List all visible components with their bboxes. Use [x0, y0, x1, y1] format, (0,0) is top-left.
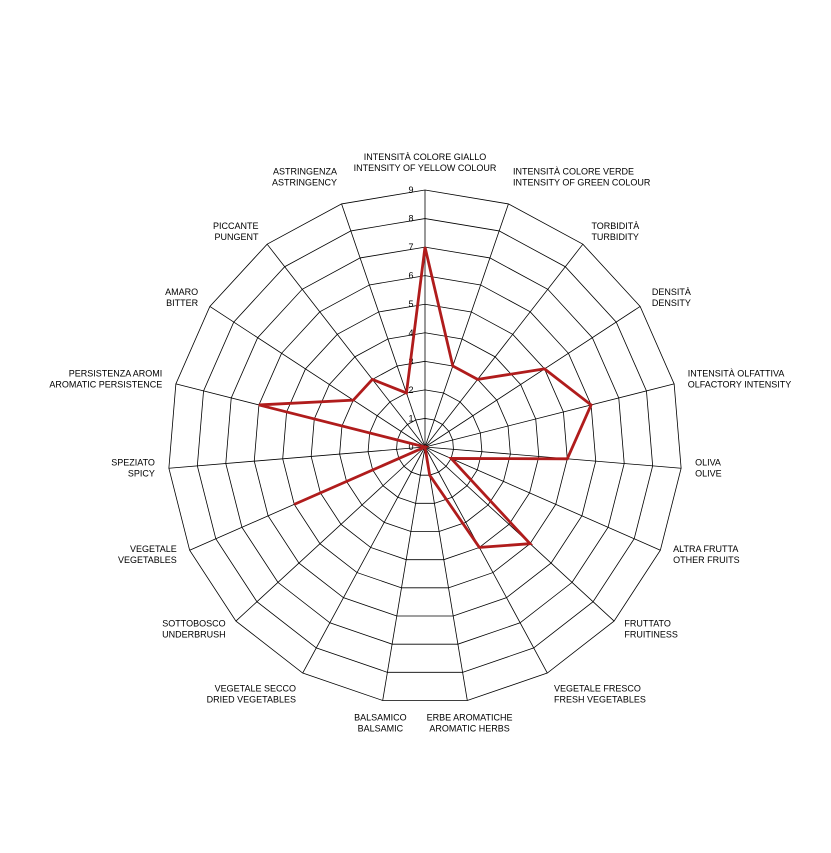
spoke — [168, 446, 426, 469]
category-label: AMARO — [165, 287, 198, 297]
spoke — [209, 306, 426, 448]
spoke — [424, 306, 641, 448]
category-label: TORBIDITÀ — [591, 221, 639, 231]
r-tick-label: 7 — [408, 242, 413, 252]
category-label: UNDERBRUSH — [162, 630, 226, 640]
category-label: OLIVE — [695, 468, 722, 478]
category-label: DENSITÀ — [652, 287, 691, 297]
category-label: VEGETALE — [130, 544, 177, 554]
category-label: OLIVA — [695, 457, 721, 467]
category-label: VEGETABLES — [118, 555, 177, 565]
r-tick-label: 4 — [408, 328, 413, 338]
spoke — [341, 203, 426, 448]
grid-ring — [168, 189, 682, 701]
category-label: AROMATIC PERSISTENCE — [49, 379, 162, 389]
category-label: TURBIDITY — [591, 232, 639, 242]
category-label: INTENSITÀ COLORE GIALLO — [364, 152, 487, 162]
category-label: PERSISTENZA AROMI — [69, 368, 163, 378]
category-label: BALSAMIC — [358, 723, 404, 733]
r-tick-label: 2 — [408, 385, 413, 395]
spoke — [266, 243, 426, 448]
category-label: BALSAMICO — [354, 712, 407, 722]
category-label: SOTTOBOSCO — [162, 619, 225, 629]
grid-ring — [225, 246, 625, 645]
category-label: ALTRA FRUTTA — [673, 544, 738, 554]
category-label: INTENSITÀ OLFATTIVA — [688, 368, 785, 378]
r-tick-label: 1 — [408, 413, 413, 423]
r-tick-label: 0 — [408, 442, 413, 452]
category-label: INTENSITÀ COLORE VERDE — [513, 167, 634, 177]
spoke — [382, 446, 426, 701]
category-label: INTENSITY OF GREEN COLOUR — [513, 178, 651, 188]
spoke — [302, 446, 426, 674]
grid-ring — [339, 360, 511, 532]
spoke — [424, 383, 675, 448]
category-label: VEGETALE SECCO — [215, 683, 296, 693]
category-label: SPEZIATO — [111, 457, 155, 467]
category-label: AROMATIC HERBS — [429, 723, 509, 733]
category-label: INTENSITY OF YELLOW COLOUR — [354, 163, 497, 173]
spoke — [424, 243, 584, 448]
grid-ring — [396, 418, 454, 476]
category-label: OLFACTORY INTENSITY — [688, 379, 792, 389]
grid-ring — [253, 275, 597, 617]
category-label: DENSITY — [652, 298, 691, 308]
spoke — [424, 446, 661, 551]
grid-ring — [282, 303, 568, 589]
category-label: PICCANTE — [213, 221, 259, 231]
category-label: ASTRINGENCY — [272, 178, 337, 188]
r-tick-label: 8 — [408, 214, 413, 224]
category-label: FRUTTATO — [624, 619, 671, 629]
grid-ring — [367, 389, 483, 504]
category-label: PUNGENT — [215, 232, 260, 242]
r-tick-label: 5 — [408, 299, 413, 309]
series-line — [258, 246, 593, 549]
category-label: SPICY — [128, 468, 155, 478]
category-label: BITTER — [166, 298, 199, 308]
grid-ring — [310, 332, 540, 561]
category-label: FRUITINESS — [624, 630, 678, 640]
r-tick-label: 6 — [408, 271, 413, 281]
spoke — [424, 203, 509, 448]
category-label: OTHER FRUITS — [673, 555, 740, 565]
category-label: ERBE AROMATICHE — [427, 712, 513, 722]
category-label: VEGETALE FRESCO — [554, 683, 641, 693]
category-label: DRIED VEGETABLES — [207, 694, 296, 704]
category-label: FRESH VEGETABLES — [554, 694, 646, 704]
category-label: ASTRINGENZA — [273, 167, 337, 177]
spoke — [424, 446, 468, 701]
spoke — [424, 446, 548, 674]
r-tick-label: 9 — [408, 185, 413, 195]
grid-ring — [196, 218, 654, 673]
spoke — [235, 446, 426, 622]
